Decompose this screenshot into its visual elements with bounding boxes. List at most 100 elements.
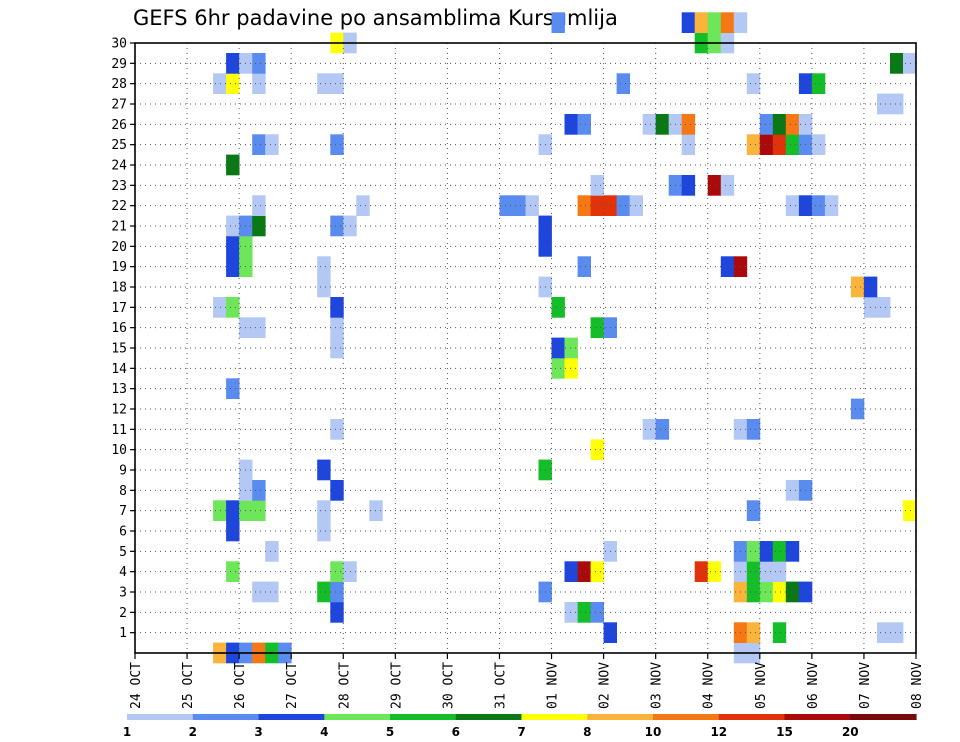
y-tick-label: 20 — [111, 240, 127, 255]
y-tick-label: 26 — [111, 118, 127, 133]
precip-cell — [590, 195, 604, 216]
precip-cell — [226, 561, 240, 582]
x-tick-label: 03 NOV — [650, 662, 665, 709]
precip-cell — [330, 215, 344, 237]
precip-cell — [642, 114, 657, 135]
precip-cell — [785, 581, 800, 603]
colorbar-swatch — [455, 714, 523, 720]
precip-cell — [877, 622, 891, 643]
precip-cell — [590, 317, 604, 338]
grid-lines — [135, 43, 916, 653]
x-tick-label: 05 NOV — [754, 662, 769, 709]
y-tick-label: 4 — [119, 565, 127, 580]
precip-cell — [772, 622, 787, 643]
precip-cell — [590, 175, 604, 196]
precip-cell — [785, 134, 800, 155]
precip-cell — [824, 195, 839, 216]
precip-cell — [890, 622, 904, 643]
precip-cell — [746, 73, 761, 94]
precip-cell — [681, 114, 696, 135]
precip-cell — [577, 114, 591, 135]
colorbar-label: 1 — [123, 725, 131, 739]
colorbar-label: 15 — [776, 725, 793, 739]
y-tick-label: 13 — [111, 382, 127, 397]
y-tick-label: 10 — [111, 443, 127, 458]
precip-cell — [720, 12, 735, 34]
precip-cell — [877, 297, 891, 318]
y-tick-label: 1 — [119, 626, 127, 641]
precip-cell — [877, 93, 891, 115]
precip-cell — [330, 419, 344, 440]
precip-cell — [577, 195, 591, 216]
precip-cell — [577, 561, 591, 582]
precip-cell — [226, 297, 240, 318]
precip-cell — [317, 73, 331, 94]
precip-cell — [746, 622, 761, 643]
precip-cell — [811, 195, 826, 216]
y-tick-label: 19 — [111, 260, 127, 275]
colorbar-label: 12 — [710, 725, 727, 739]
x-axis-ticks: 24 OCT 25 OCT 26 OCT 27 OCT 28 OCT 29 OCT 30 O… — [129, 653, 925, 709]
precip-cell — [720, 175, 735, 196]
precip-cell — [746, 581, 761, 603]
x-tick-label: 30 OCT — [441, 662, 456, 709]
y-tick-label: 24 — [111, 159, 127, 174]
precip-cell — [317, 581, 331, 603]
precip-cell — [564, 358, 578, 379]
precip-cell — [356, 195, 370, 216]
precip-cell — [746, 500, 761, 521]
colorbar-swatch — [718, 714, 786, 720]
colorbar-label: 3 — [254, 725, 262, 739]
precip-cell — [681, 134, 696, 155]
precip-cell — [785, 541, 800, 562]
y-tick-label: 9 — [119, 464, 127, 479]
colorbar-swatch — [653, 714, 720, 720]
precip-cell — [252, 581, 266, 603]
y-tick-label: 6 — [119, 525, 127, 540]
precip-cell — [655, 419, 670, 440]
precip-cell — [759, 581, 774, 603]
precip-cell — [226, 215, 240, 237]
x-tick-label: 06 NOV — [806, 662, 821, 709]
precip-cell — [226, 256, 240, 277]
x-tick-label: 27 OCT — [285, 662, 300, 709]
precip-cell — [330, 134, 344, 155]
precip-cell — [252, 480, 266, 501]
x-tick-label: 01 NOV — [546, 662, 561, 709]
x-tick-label: 28 OCT — [337, 662, 352, 709]
precip-cell — [681, 175, 696, 196]
y-tick-label: 30 — [111, 37, 127, 52]
y-tick-label: 21 — [111, 220, 127, 235]
y-tick-label: 3 — [119, 586, 127, 601]
precip-cell — [551, 297, 565, 318]
precip-cell — [317, 459, 331, 481]
colorbar-label: 6 — [452, 725, 460, 739]
x-tick-label: 02 NOV — [598, 662, 613, 709]
precip-cell — [772, 581, 787, 603]
colorbar-label: 10 — [645, 725, 662, 739]
precip-cell — [330, 480, 344, 501]
precip-cell — [525, 195, 539, 216]
y-tick-label: 29 — [111, 57, 127, 72]
precip-cell — [551, 358, 565, 379]
y-tick-label: 14 — [111, 362, 127, 377]
precip-cell — [226, 378, 240, 399]
precip-cell — [317, 256, 331, 277]
precip-cell — [759, 114, 774, 135]
precip-cell — [330, 297, 344, 318]
precip-cell — [330, 337, 344, 359]
colorbar-label: 4 — [320, 725, 328, 739]
precip-cell — [564, 337, 578, 359]
precip-cell — [213, 73, 227, 94]
precip-cell — [265, 134, 279, 155]
y-tick-label: 7 — [119, 504, 127, 519]
colorbar-swatch — [850, 714, 917, 720]
precip-cell — [330, 73, 344, 94]
y-tick-label: 28 — [111, 77, 127, 92]
precip-cell — [317, 520, 331, 542]
y-tick-label: 17 — [111, 301, 127, 316]
precip-cell — [785, 195, 800, 216]
x-tick-label: 24 OCT — [129, 662, 144, 709]
y-tick-label: 23 — [111, 179, 127, 194]
precip-cell — [903, 53, 917, 74]
